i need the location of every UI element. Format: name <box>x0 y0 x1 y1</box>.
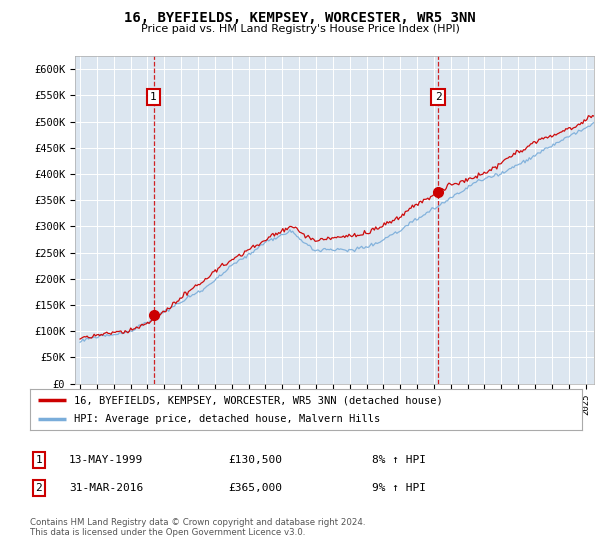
Text: 13-MAY-1999: 13-MAY-1999 <box>69 455 143 465</box>
Text: 9% ↑ HPI: 9% ↑ HPI <box>372 483 426 493</box>
Text: 16, BYEFIELDS, KEMPSEY, WORCESTER, WR5 3NN (detached house): 16, BYEFIELDS, KEMPSEY, WORCESTER, WR5 3… <box>74 395 443 405</box>
Text: Price paid vs. HM Land Registry's House Price Index (HPI): Price paid vs. HM Land Registry's House … <box>140 24 460 34</box>
Text: 1: 1 <box>35 455 43 465</box>
Text: £130,500: £130,500 <box>228 455 282 465</box>
Text: Contains HM Land Registry data © Crown copyright and database right 2024.
This d: Contains HM Land Registry data © Crown c… <box>30 518 365 538</box>
Text: 16, BYEFIELDS, KEMPSEY, WORCESTER, WR5 3NN: 16, BYEFIELDS, KEMPSEY, WORCESTER, WR5 3… <box>124 11 476 25</box>
Text: 31-MAR-2016: 31-MAR-2016 <box>69 483 143 493</box>
Text: 8% ↑ HPI: 8% ↑ HPI <box>372 455 426 465</box>
Text: 2: 2 <box>35 483 43 493</box>
Text: 2: 2 <box>435 92 442 102</box>
Text: 1: 1 <box>150 92 157 102</box>
Text: £365,000: £365,000 <box>228 483 282 493</box>
Text: HPI: Average price, detached house, Malvern Hills: HPI: Average price, detached house, Malv… <box>74 414 380 424</box>
